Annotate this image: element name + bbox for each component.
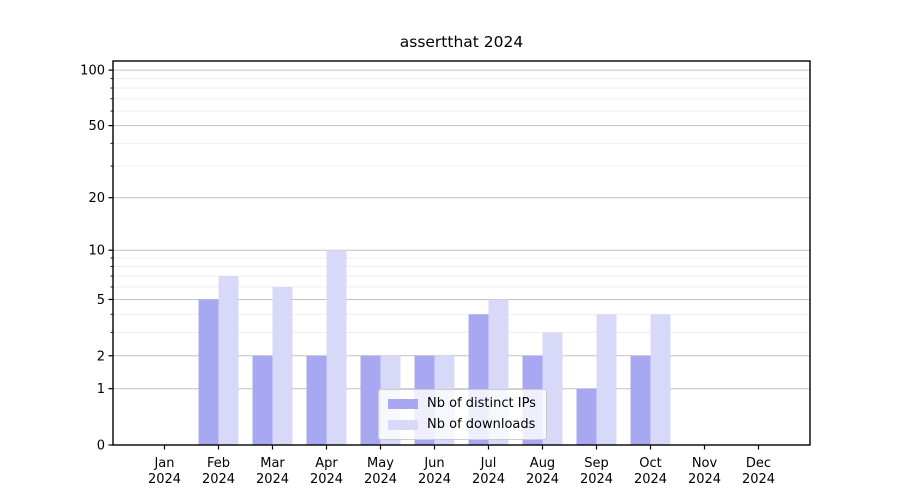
- x-tick-label-month: Sep: [584, 456, 609, 471]
- y-tick-label: 0: [97, 439, 105, 454]
- y-tick-label: 10: [88, 244, 105, 259]
- x-tick-label-year: 2024: [472, 472, 505, 487]
- x-tick-label-year: 2024: [148, 472, 181, 487]
- y-tick-label: 100: [80, 64, 105, 79]
- legend-item-distinct-ips: Nb of distinct IPs: [388, 396, 536, 412]
- bar-distinct-ips-oct: [630, 355, 651, 445]
- x-tick-label-year: 2024: [256, 472, 289, 487]
- bar-downloads-mar: [272, 286, 293, 445]
- bar-distinct-ips-mar: [252, 355, 273, 445]
- x-tick-label-month: May: [367, 456, 394, 471]
- x-tick-label-year: 2024: [418, 472, 451, 487]
- x-tick-label-month: Jul: [480, 456, 497, 471]
- x-tick-label-month: Jun: [423, 456, 444, 471]
- x-tick-label-month: Feb: [207, 456, 230, 471]
- x-tick-label-year: 2024: [526, 472, 559, 487]
- bar-downloads-oct: [650, 314, 671, 445]
- x-tick-label-year: 2024: [634, 472, 667, 487]
- bar-distinct-ips-sep: [576, 388, 597, 445]
- x-tick-label-month: Nov: [692, 456, 718, 471]
- bar-distinct-ips-feb: [198, 299, 219, 445]
- y-tick-label: 5: [97, 293, 105, 308]
- y-tick-label: 2: [97, 349, 105, 364]
- x-tick-label-year: 2024: [364, 472, 397, 487]
- legend-item-downloads: Nb of downloads: [388, 417, 536, 433]
- x-tick-label-month: Mar: [260, 456, 285, 471]
- x-tick-label-month: Oct: [639, 456, 661, 471]
- legend: Nb of distinct IPs Nb of downloads: [378, 389, 547, 440]
- chart-title: assertthat 2024: [399, 33, 524, 51]
- legend-label-downloads: Nb of downloads: [427, 417, 536, 432]
- x-tick-label-month: Dec: [746, 456, 771, 471]
- bar-distinct-ips-may: [360, 355, 381, 445]
- legend-swatch-downloads: [388, 420, 418, 430]
- x-tick-label-year: 2024: [310, 472, 343, 487]
- x-tick-label-month: Apr: [315, 456, 338, 471]
- bar-downloads-sep: [596, 314, 617, 445]
- x-tick-label-month: Aug: [530, 456, 555, 471]
- x-tick-label-year: 2024: [688, 472, 721, 487]
- y-tick-label: 20: [88, 191, 105, 206]
- x-tick-label-year: 2024: [202, 472, 235, 487]
- plot-border: [112, 60, 811, 446]
- bar-distinct-ips-apr: [306, 355, 327, 445]
- y-tick-label: 50: [88, 119, 105, 134]
- legend-label-distinct-ips: Nb of distinct IPs: [427, 396, 536, 411]
- bar-downloads-apr: [326, 250, 347, 445]
- x-tick-label-year: 2024: [742, 472, 775, 487]
- legend-swatch-distinct-ips: [388, 399, 418, 409]
- bar-downloads-feb: [218, 276, 239, 445]
- x-tick-label-year: 2024: [580, 472, 613, 487]
- bar-downloads-aug: [542, 332, 563, 445]
- x-tick-label-month: Jan: [153, 456, 174, 471]
- y-tick-label: 1: [97, 382, 105, 397]
